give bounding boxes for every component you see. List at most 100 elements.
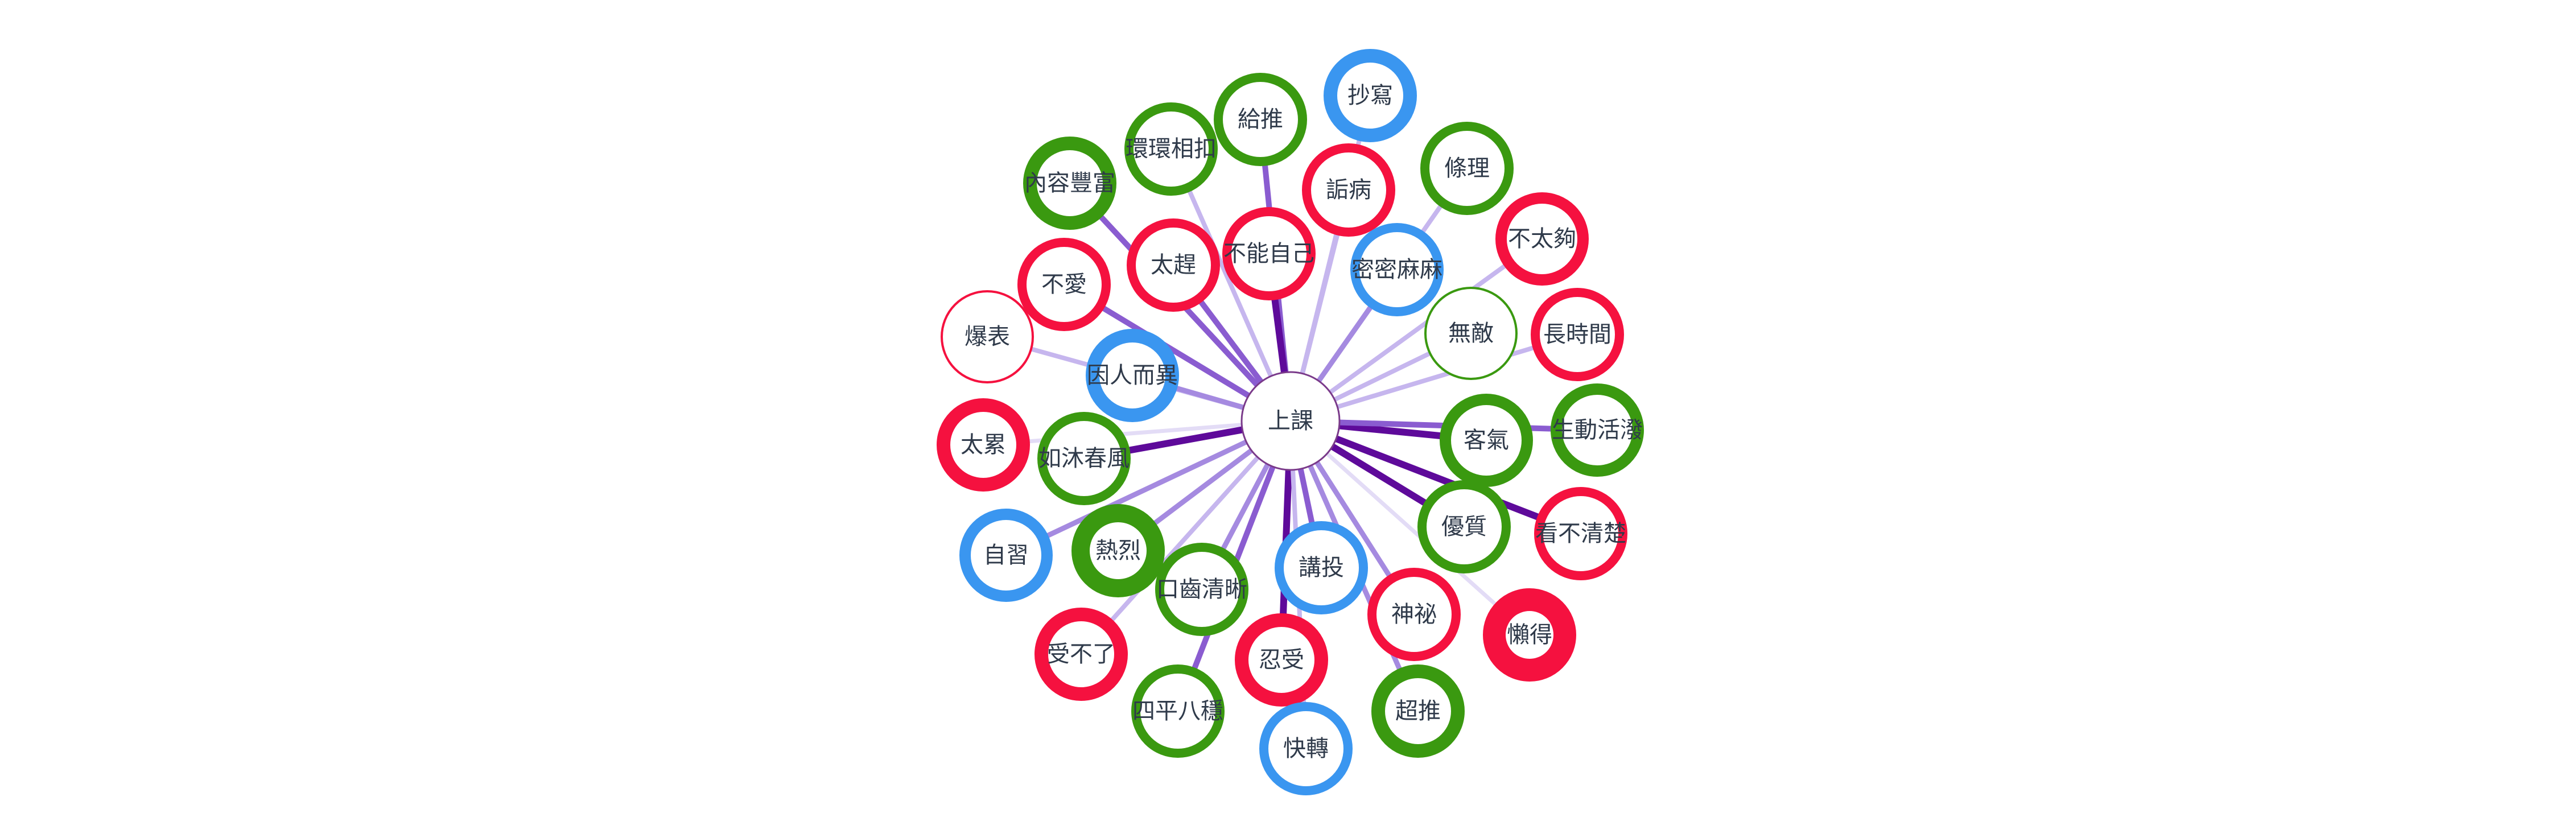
node-n12[interactable]: 長時間: [1531, 288, 1624, 381]
node-label-n9: 不能自己: [1223, 241, 1314, 267]
node-n16[interactable]: 太累: [937, 398, 1030, 492]
node-label-n14: 爆表: [965, 324, 1010, 350]
center-node-circle: [1240, 371, 1341, 471]
node-circle-n1: [1324, 49, 1417, 142]
node-circle-n31: [1371, 664, 1465, 758]
node-n31[interactable]: 超推: [1371, 664, 1465, 758]
edge-n28: [1079, 419, 1292, 656]
node-label-n27: 懶得: [1507, 622, 1552, 648]
node-circle-n14: [941, 290, 1034, 383]
node-circle-n32: [1259, 702, 1353, 795]
node-label-n4: 條理: [1444, 155, 1490, 181]
node-label-n25: 口齒清晰: [1156, 576, 1247, 602]
node-label-n13: 無敵: [1448, 320, 1494, 346]
node-label-n3: 環環相扣: [1126, 136, 1217, 162]
node-circle-n5: [1023, 137, 1116, 230]
node-circle-n12: [1531, 288, 1624, 381]
node-circle-n24: [1275, 521, 1368, 614]
center-node-label: 上課: [1268, 408, 1313, 434]
node-label-n19: 生動活潑: [1552, 417, 1643, 443]
node-circle-n27: [1483, 588, 1576, 682]
node-circle-n9: [1222, 207, 1316, 300]
node-label-n1: 抄寫: [1347, 82, 1393, 109]
node-label-n30: 四平八穩: [1132, 698, 1223, 724]
node-circle-n20: [959, 509, 1053, 602]
node-label-n31: 超推: [1395, 698, 1441, 724]
node-circle-n17: [1037, 412, 1131, 505]
node-n18[interactable]: 客氣: [1440, 394, 1533, 487]
edge-n16: [983, 419, 1291, 447]
node-n24[interactable]: 講投: [1275, 521, 1368, 614]
node-n19[interactable]: 生動活潑: [1551, 383, 1644, 477]
node-n20[interactable]: 自習: [959, 509, 1053, 602]
node-circle-n13: [1424, 287, 1518, 380]
node-circle-n30: [1131, 664, 1225, 758]
node-n22[interactable]: 優質: [1417, 480, 1511, 573]
node-n3[interactable]: 環環相扣: [1124, 102, 1218, 196]
node-label-n11: 不愛: [1041, 271, 1087, 298]
node-n2[interactable]: 給推: [1214, 73, 1307, 166]
node-n1[interactable]: 抄寫: [1324, 49, 1417, 142]
node-label-n15: 因人而異: [1087, 362, 1178, 389]
node-n30[interactable]: 四平八穩: [1131, 664, 1225, 758]
node-n8[interactable]: 太趕: [1127, 218, 1220, 312]
node-label-n5: 內容豐富: [1024, 170, 1115, 196]
edge-n20: [1005, 418, 1292, 558]
node-circle-n26: [1367, 568, 1461, 661]
node-n27[interactable]: 懶得: [1483, 588, 1576, 682]
node-circle-n6: [1302, 143, 1395, 237]
node-label-n2: 給推: [1238, 106, 1283, 133]
node-label-n21: 熱烈: [1095, 538, 1141, 564]
edge-n23: [1289, 418, 1582, 537]
node-n29[interactable]: 忍受: [1235, 613, 1328, 707]
node-n26[interactable]: 神祕: [1367, 568, 1461, 661]
node-n11[interactable]: 不愛: [1017, 238, 1111, 331]
node-circle-n25: [1155, 543, 1248, 636]
node-n14[interactable]: 爆表: [941, 290, 1034, 383]
node-n9[interactable]: 不能自己: [1222, 207, 1316, 300]
node-n4[interactable]: 條理: [1420, 122, 1514, 215]
node-circle-n16: [937, 398, 1030, 492]
node-n7[interactable]: 不太夠: [1495, 192, 1589, 286]
edge-n12: [1289, 332, 1578, 423]
node-label-n7: 不太夠: [1508, 226, 1576, 252]
node-n15[interactable]: 因人而異: [1086, 329, 1179, 422]
node-label-n28: 受不了: [1047, 641, 1115, 667]
node-n23[interactable]: 看不清楚: [1534, 487, 1627, 580]
node-circle-n19: [1551, 383, 1644, 477]
node-label-n29: 忍受: [1259, 647, 1304, 673]
node-circle-n3: [1124, 102, 1218, 196]
node-n28[interactable]: 受不了: [1034, 608, 1128, 701]
node-label-n22: 優質: [1441, 514, 1487, 540]
node-circle-n29: [1235, 613, 1328, 707]
node-circle-n21: [1071, 504, 1165, 597]
node-circle-n28: [1034, 608, 1128, 701]
node-n13[interactable]: 無敵: [1424, 287, 1518, 380]
node-circle-n18: [1440, 394, 1533, 487]
node-n6[interactable]: 詬病: [1302, 143, 1395, 237]
node-n32[interactable]: 快轉: [1259, 702, 1353, 795]
node-label-n8: 太趕: [1151, 252, 1196, 278]
center-node[interactable]: 上課: [1240, 371, 1341, 471]
node-n10[interactable]: 密密麻麻: [1350, 223, 1444, 316]
node-label-n20: 自習: [983, 542, 1029, 568]
node-label-n24: 講投: [1299, 555, 1344, 581]
edge-n27: [1289, 419, 1531, 637]
node-circle-n8: [1127, 218, 1220, 312]
node-label-n18: 客氣: [1464, 427, 1509, 453]
node-circle-n23: [1534, 487, 1627, 580]
node-circle-n10: [1350, 223, 1444, 316]
node-label-n17: 如沐春風: [1038, 445, 1130, 472]
node-circle-n22: [1417, 480, 1511, 573]
edge-n7: [1289, 237, 1544, 423]
node-circle-n15: [1086, 329, 1179, 422]
node-n25[interactable]: 口齒清晰: [1155, 543, 1248, 636]
node-circle-n4: [1420, 122, 1514, 215]
node-circle-n2: [1214, 73, 1307, 166]
node-n17[interactable]: 如沐春風: [1037, 412, 1131, 505]
node-label-n26: 神祕: [1391, 601, 1437, 628]
node-n21[interactable]: 熱烈: [1071, 504, 1165, 597]
node-n5[interactable]: 內容豐富: [1023, 137, 1116, 230]
